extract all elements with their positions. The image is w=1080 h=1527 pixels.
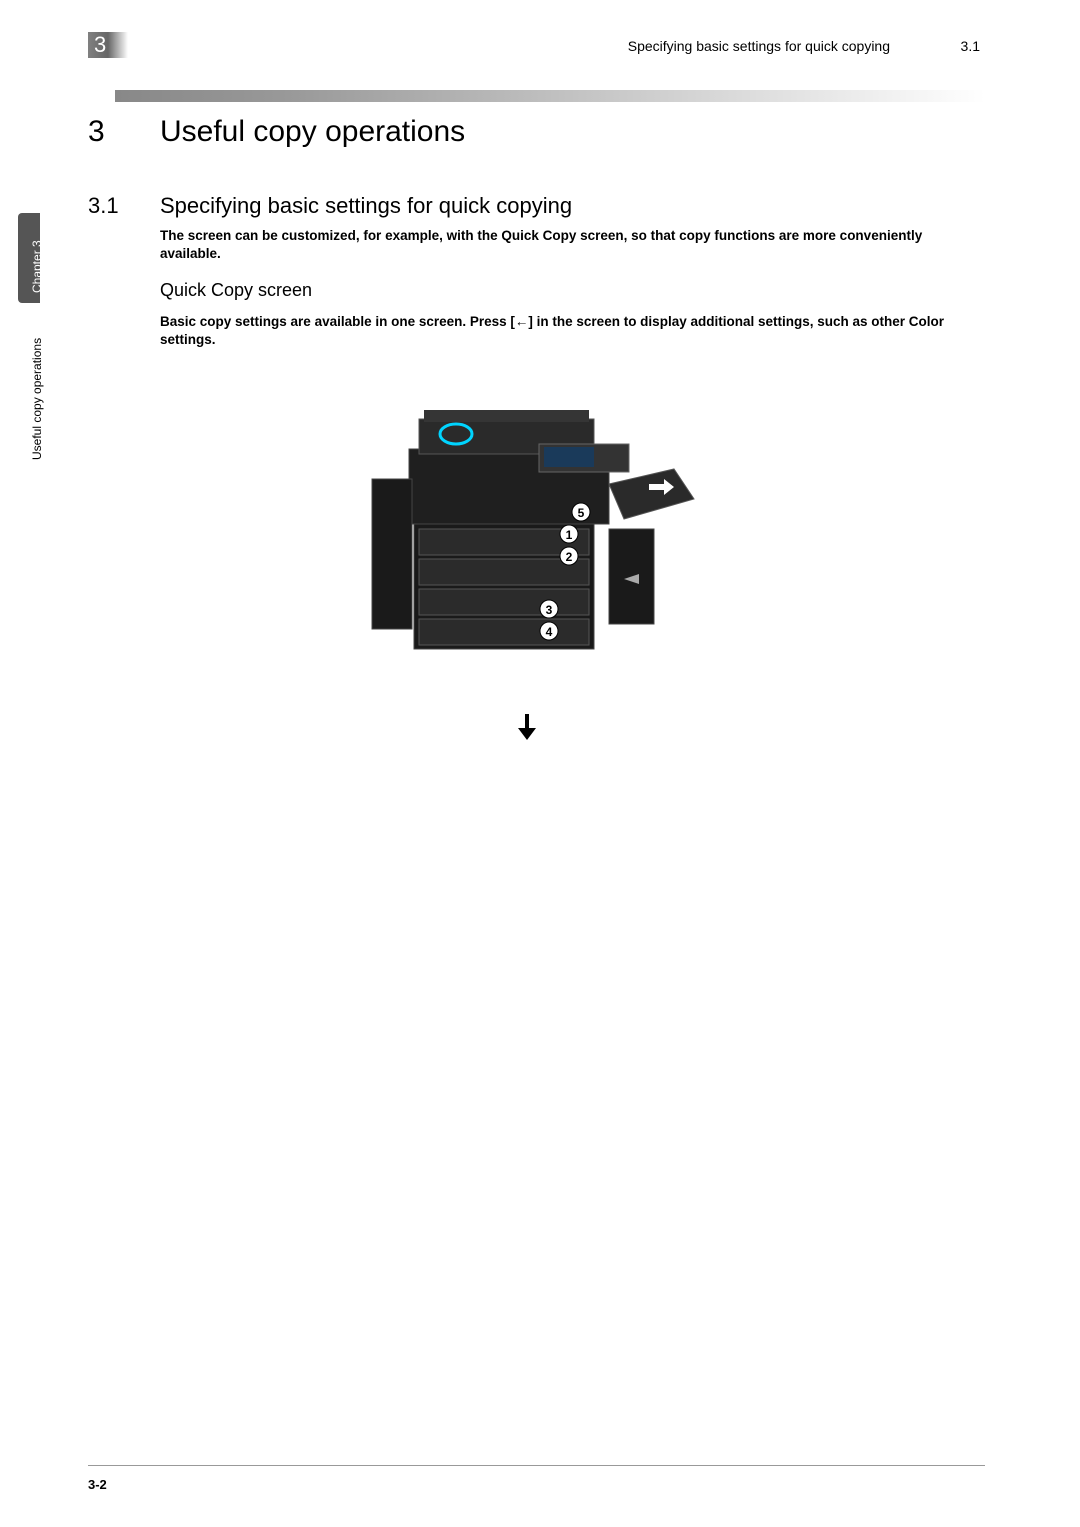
svg-text:5: 5	[578, 506, 585, 520]
running-header-section: 3.1	[961, 38, 980, 54]
svg-text:3: 3	[546, 603, 553, 617]
subsection-text: Basic copy settings are available in one…	[160, 313, 970, 349]
footer-rule	[88, 1465, 985, 1466]
side-tab-section-label: Useful copy operations	[30, 338, 44, 460]
page-tab: 3	[88, 32, 128, 58]
device-illustration: 1 2 3 4 5	[344, 384, 724, 674]
section-title: Specifying basic settings for quick copy…	[160, 193, 572, 219]
device-svg: 1 2 3 4 5	[344, 384, 724, 674]
section-text: The screen can be customized, for exampl…	[160, 227, 960, 263]
svg-text:2: 2	[566, 550, 573, 564]
svg-text:1: 1	[566, 528, 573, 542]
chapter-number: 3	[88, 115, 105, 149]
footer-page-number: 3-2	[88, 1477, 107, 1492]
subsection-title: Quick Copy screen	[160, 280, 312, 301]
section-number: 3.1	[88, 193, 119, 219]
running-header-title: Specifying basic settings for quick copy…	[628, 38, 890, 54]
svg-text:4: 4	[546, 625, 553, 639]
header-gradient-bar	[115, 90, 985, 102]
chapter-title: Useful copy operations	[160, 115, 465, 149]
flow-arrow-down-icon	[516, 714, 538, 747]
side-tab-chapter-label: Chapter 3	[30, 240, 44, 293]
page-tab-number: 3	[94, 32, 106, 58]
